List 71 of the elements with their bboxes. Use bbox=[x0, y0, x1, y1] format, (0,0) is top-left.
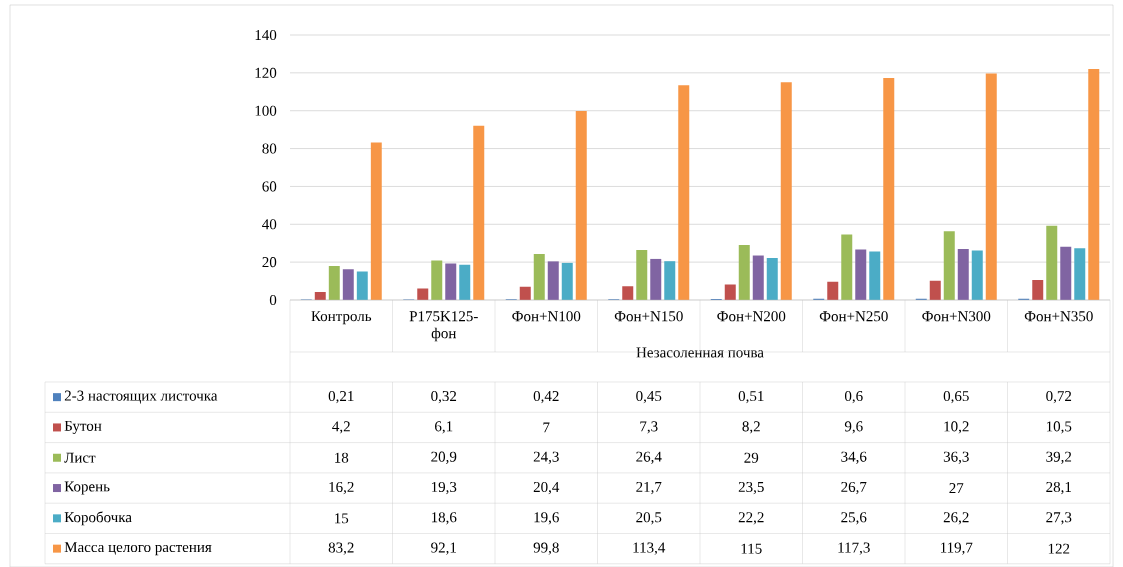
data-label: 36,3 bbox=[943, 451, 969, 464]
data-label: 26,7 bbox=[841, 481, 867, 495]
data-label: 27,3 bbox=[1046, 512, 1072, 525]
data-label: 15 bbox=[335, 513, 349, 524]
data-label: 20,5 bbox=[636, 512, 662, 525]
data-label: 119,7 bbox=[940, 542, 973, 555]
legend-label: Масса целого растения bbox=[64, 542, 212, 556]
data-label: 122 bbox=[1048, 543, 1070, 554]
data-label: 25,6 bbox=[841, 512, 867, 525]
data-label: 83,2 bbox=[328, 542, 354, 555]
x-tick-label: Фон+N300 bbox=[922, 311, 991, 322]
legend-label: Лист bbox=[64, 452, 96, 463]
x-tick-label: Фон+N150 bbox=[614, 311, 683, 322]
x-tick-label: P175K125-фон bbox=[409, 311, 478, 342]
data-label: 20,9 bbox=[431, 451, 457, 464]
data-label: 19,6 bbox=[534, 512, 559, 525]
data-label: 92,1 bbox=[431, 542, 456, 555]
data-label: 6,1 bbox=[435, 421, 453, 434]
data-label: 22,2 bbox=[738, 512, 764, 525]
data-label: 0,51 bbox=[738, 391, 764, 404]
y-tick-label: 40 bbox=[262, 219, 277, 230]
y-tick-label: 120 bbox=[255, 67, 277, 78]
data-label: 21,7 bbox=[636, 481, 662, 495]
legend-label: Корень bbox=[64, 481, 110, 495]
data-label: 0,72 bbox=[1046, 391, 1072, 404]
y-tick-label: 80 bbox=[262, 143, 277, 154]
data-label: 0,6 bbox=[844, 391, 863, 404]
data-label: 26,2 bbox=[943, 512, 969, 525]
data-label: 0,21 bbox=[328, 391, 354, 404]
x-tick-label: Фон+N200 bbox=[717, 311, 786, 322]
data-label: 0,42 bbox=[533, 391, 559, 404]
data-label: 18 bbox=[335, 452, 349, 463]
data-label: 20,4 bbox=[533, 481, 560, 495]
data-label: 7 bbox=[543, 422, 550, 433]
legend-label: Коробочка bbox=[64, 511, 132, 526]
x-tick-label: Фон+N100 bbox=[512, 311, 581, 322]
data-label: 28,1 bbox=[1046, 481, 1071, 495]
data-label: 7,3 bbox=[640, 421, 658, 434]
data-label: 24,3 bbox=[533, 451, 559, 464]
data-label: 27 bbox=[949, 483, 964, 494]
y-tick-label: 20 bbox=[262, 257, 277, 268]
x-tick-label: Фон+N350 bbox=[1024, 311, 1093, 322]
data-label: 10,2 bbox=[944, 421, 969, 434]
data-label: 9,6 bbox=[844, 421, 863, 434]
data-label: 115 bbox=[741, 543, 762, 554]
data-label: 0,65 bbox=[943, 391, 969, 404]
data-label: 19,3 bbox=[431, 481, 457, 495]
data-label: 23,5 bbox=[738, 481, 764, 495]
data-label: 4,2 bbox=[332, 421, 350, 434]
data-label: 34,6 bbox=[841, 451, 867, 464]
x-tick-label: Контроль bbox=[311, 311, 372, 325]
data-label: 0,45 bbox=[636, 391, 662, 404]
data-label: 113,4 bbox=[633, 542, 666, 555]
data-label: 26,4 bbox=[636, 451, 662, 464]
y-tick-label: 0 bbox=[269, 294, 277, 306]
x-tick-label: Фон+N250 bbox=[819, 311, 888, 322]
data-label: 39,2 bbox=[1046, 451, 1072, 464]
y-tick-label: 140 bbox=[255, 29, 277, 41]
data-label: 29 bbox=[744, 452, 759, 463]
data-label: 10,5 bbox=[1046, 421, 1072, 434]
y-tick-label: 100 bbox=[255, 105, 277, 116]
data-label: 99,8 bbox=[533, 542, 559, 555]
y-tick-label: 60 bbox=[262, 181, 277, 192]
data-label: 16,2 bbox=[329, 481, 354, 495]
data-label: 8,2 bbox=[742, 421, 760, 434]
data-label: 0,32 bbox=[431, 391, 457, 404]
legend-label: Бутон bbox=[64, 420, 102, 434]
x-axis-title: Незасоленная почва bbox=[636, 347, 764, 358]
legend-label: 2-3 настоящих листочка bbox=[64, 390, 218, 404]
data-label: 18,6 bbox=[431, 512, 457, 525]
data-label: 117,3 bbox=[838, 542, 870, 555]
